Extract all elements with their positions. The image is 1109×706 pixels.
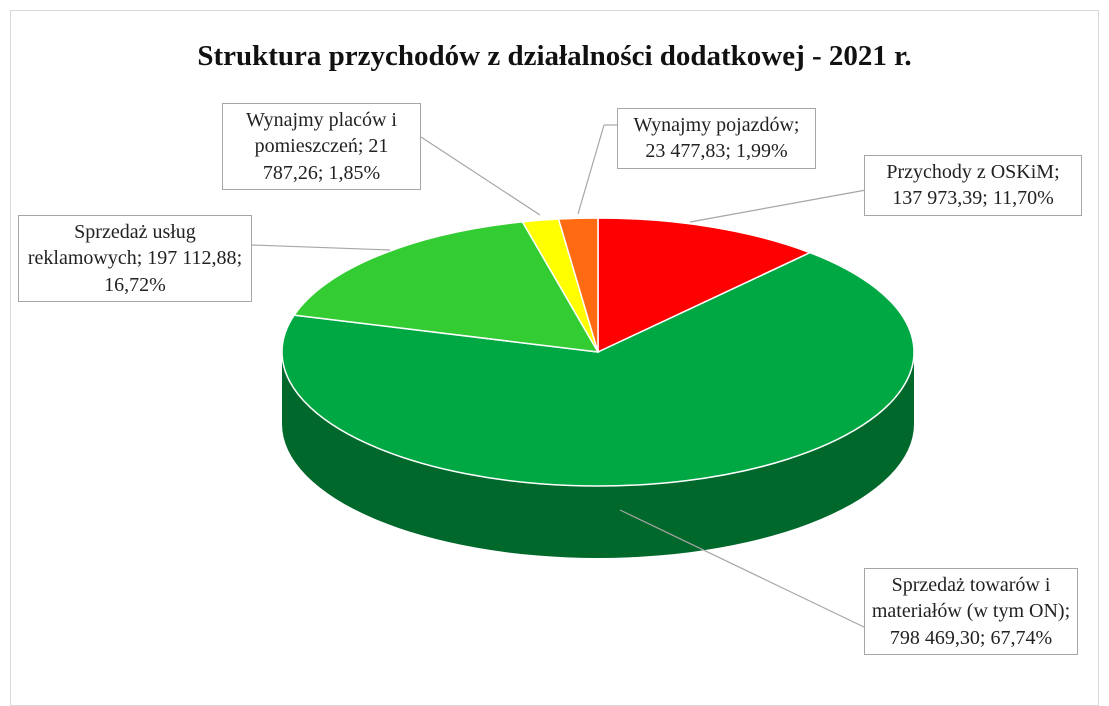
label-percent: 1,99% (735, 140, 788, 163)
label-separator: ; (317, 161, 329, 184)
data-label: Wynajmy pojazdów; 23 477,83; 1,99% (617, 108, 816, 169)
leader-line (689, 189, 867, 223)
chart-title: Struktura przychodów z działalności doda… (197, 40, 912, 72)
label-category: Wynajmy pojazdów (633, 114, 794, 136)
label-percent: 11,70% (992, 187, 1054, 210)
label-percent: 16,72% (104, 273, 166, 296)
slice (281, 251, 915, 487)
label-value: 137 973,39 (892, 187, 983, 210)
label-separator: ; (236, 247, 243, 270)
data-label: Sprzedaż towarów i materiałów (w tym ON)… (864, 568, 1078, 656)
slice (292, 221, 600, 353)
label-value: 21 787,26 (262, 135, 389, 184)
label-separator: ; (136, 247, 148, 270)
slice-tops (281, 217, 915, 487)
leader-line (619, 509, 867, 629)
label-separator: ; (982, 187, 993, 210)
label-separator: ; (979, 626, 991, 649)
data-label: Przychody z OSKiM; 137 973,39; 11,70% (864, 155, 1082, 216)
label-separator: ; (725, 140, 736, 163)
label-separator: ; (1054, 161, 1060, 183)
label-separator: ; (1064, 600, 1071, 623)
label-separator: ; (357, 135, 369, 158)
slice-sides (282, 352, 914, 558)
label-value: 23 477,83 (645, 140, 726, 163)
data-label: Wynajmy placów i pomieszczeń; 21 787,26;… (222, 103, 421, 191)
slice-side (282, 352, 914, 558)
slice (597, 217, 812, 354)
label-value: 798 469,30 (889, 626, 980, 649)
data-label: Sprzedaż usług reklamowych; 197 112,88; … (18, 215, 252, 303)
leader-line (577, 124, 605, 215)
slice (557, 217, 599, 353)
label-percent: 1,85% (328, 161, 381, 184)
label-category: Wynajmy placów i pomieszczeń (246, 109, 397, 158)
label-category: Sprzedaż towarów i materiałów (w tym ON) (871, 574, 1065, 623)
label-percent: 67,74% (990, 626, 1053, 649)
label-category: Sprzedaż usług reklamowych (27, 221, 196, 270)
leader-line (251, 244, 391, 251)
label-category: Przychody z OSKiM (886, 161, 1055, 183)
label-separator: ; (793, 114, 800, 136)
label-value: 197 112,88 (147, 247, 237, 270)
leader-line (420, 136, 541, 216)
